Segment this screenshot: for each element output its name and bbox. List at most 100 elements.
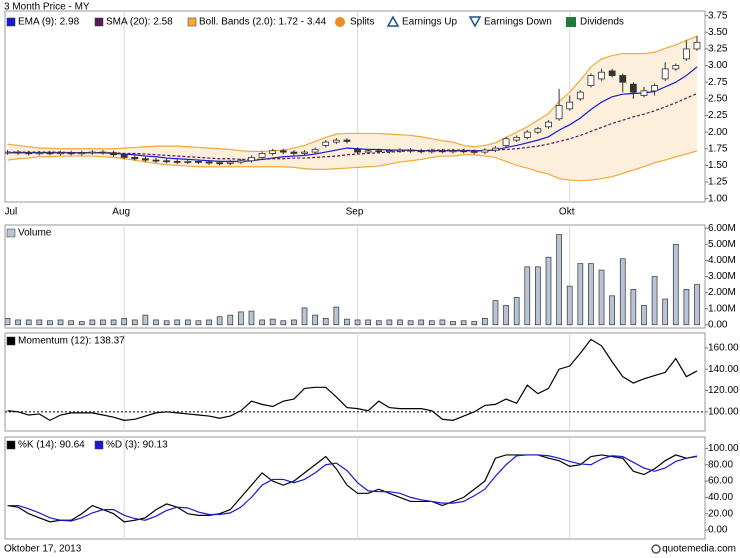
volume-bar — [535, 267, 540, 325]
candle-body — [535, 129, 541, 132]
volume-bar — [143, 315, 148, 325]
candle-body — [270, 151, 276, 154]
volume-bar — [695, 285, 700, 325]
volume-bar — [79, 322, 84, 325]
y-tick-label: 1.50 — [708, 160, 728, 171]
volume-bar — [5, 318, 10, 324]
volume-bar — [663, 299, 668, 325]
candle-body — [323, 142, 329, 145]
candle-body — [503, 139, 509, 146]
volume-bar — [397, 320, 402, 325]
x-tick-label: Jul — [5, 207, 18, 218]
candle-body — [291, 152, 297, 153]
candle-body — [599, 72, 605, 79]
y-tick-label: 1.75 — [708, 143, 728, 154]
volume-bar — [196, 321, 201, 325]
y-tick-label: 4.00M — [708, 255, 736, 266]
candle-body — [344, 140, 350, 141]
volume-bar — [588, 264, 593, 325]
volume-bar — [281, 321, 286, 325]
legend-label: Momentum (12): 138.37 — [18, 336, 125, 347]
event-icon — [335, 17, 345, 27]
volume-bar — [323, 318, 328, 324]
candle-body — [312, 149, 318, 152]
candle-body — [227, 162, 233, 163]
y-tick-label: 2.50 — [708, 93, 728, 104]
x-tick-label: Aug — [112, 207, 130, 218]
volume-bar — [302, 308, 307, 325]
candle-body — [652, 86, 658, 91]
volume-bar — [366, 320, 371, 325]
volume-bar — [47, 321, 52, 325]
candle-body — [111, 153, 117, 155]
legend-label: Boll. Bands (2.0): 1.72 - 3.44 — [199, 17, 327, 28]
candle-body — [492, 148, 498, 150]
volume-bar — [344, 319, 349, 325]
volume-bar — [37, 320, 42, 325]
candle-body — [206, 162, 212, 163]
y-tick-label: 60.00 — [708, 476, 733, 487]
volume-bar — [387, 320, 392, 325]
volume-bar — [185, 320, 190, 325]
panel-frame — [5, 437, 705, 539]
y-tick-label: 40.00 — [708, 492, 733, 503]
volume-bar — [684, 289, 689, 324]
volume-bar — [419, 320, 424, 325]
volume-bar — [376, 321, 381, 325]
volume-bar — [525, 267, 530, 325]
candle-body — [386, 151, 392, 152]
y-tick-label: 6.00M — [708, 223, 736, 234]
y-tick-label: 100.00 — [708, 443, 739, 454]
candle-body — [174, 161, 180, 162]
legend-label: Earnings Down — [484, 17, 552, 28]
candle-body — [36, 153, 42, 154]
candle-body — [132, 157, 138, 158]
volume-bar — [429, 321, 434, 325]
volume-bar — [355, 320, 360, 325]
candle-body — [471, 151, 477, 152]
candle-body — [577, 92, 583, 99]
footer-date: Oktober 17, 2013 — [4, 544, 82, 555]
panel-0: 1.001.251.501.752.002.252.502.753.003.25… — [5, 10, 728, 217]
volume-bar — [673, 244, 678, 324]
y-tick-label: 3.50 — [708, 27, 728, 38]
legend-swatch — [95, 441, 103, 449]
volume-bar — [610, 296, 615, 325]
volume-bar — [260, 320, 265, 325]
volume-bar — [132, 320, 137, 325]
y-tick-label: 160.00 — [708, 343, 739, 354]
panel-2: 100.00120.00140.00160.00Momentum (12): 1… — [5, 333, 739, 431]
candle-body — [15, 152, 21, 153]
volume-bar — [482, 318, 487, 324]
y-tick-label: 0.00 — [708, 319, 728, 330]
candle-body — [238, 161, 244, 162]
legend-label: SMA (20): 2.58 — [106, 17, 173, 28]
candle-body — [302, 152, 308, 153]
candle-body — [365, 151, 371, 152]
y-tick-label: 0.00 — [708, 525, 728, 536]
legend-label: %D (3): 90.13 — [106, 440, 168, 451]
candle-body — [153, 160, 159, 161]
candle-body — [100, 152, 106, 153]
volume-bar — [228, 315, 233, 325]
legend-label: Earnings Up — [402, 17, 457, 28]
volume-bar — [164, 321, 169, 325]
volume-bar — [620, 259, 625, 325]
y-tick-label: 3.00M — [708, 271, 736, 282]
candle-body — [524, 132, 530, 137]
candle-body — [79, 153, 85, 154]
candle-body — [556, 106, 562, 119]
candle-body — [630, 84, 636, 92]
volume-bar — [154, 320, 159, 325]
candle-body — [641, 91, 647, 96]
y-tick-label: 80.00 — [708, 459, 733, 470]
candle-body — [609, 71, 615, 76]
x-tick-label: Okt — [559, 207, 575, 218]
candle-body — [439, 151, 445, 152]
candle-body — [26, 153, 32, 154]
candle-body — [461, 151, 467, 152]
panel-3: 0.0020.0040.0060.0080.00100.00%K (14): 9… — [5, 437, 739, 539]
volume-bar — [493, 301, 498, 325]
